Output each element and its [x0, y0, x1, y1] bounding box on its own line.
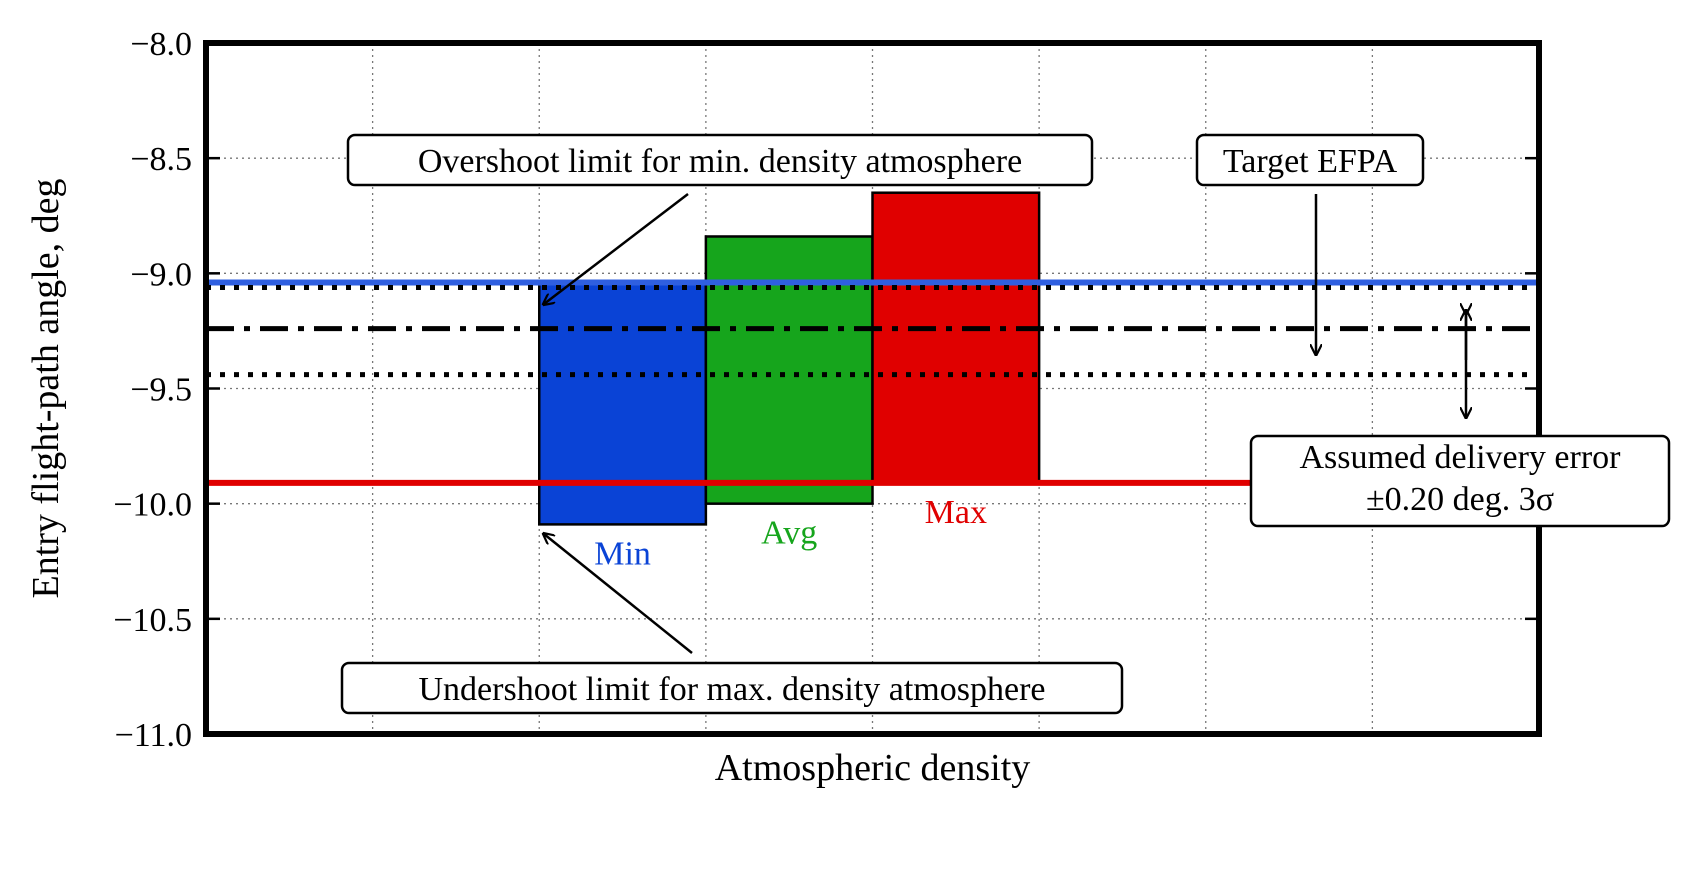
y-tick-label: −9.5: [130, 372, 192, 409]
bar-label-max: Max: [925, 494, 987, 531]
annotation-target: Target EFPA: [1195, 133, 1425, 187]
overshoot-annotation-text: Overshoot limit for min. density atmosph…: [418, 143, 1022, 180]
y-axis-label: Entry flight-path angle, deg: [25, 179, 67, 599]
annotation-overshoot: Overshoot limit for min. density atmosph…: [346, 133, 1094, 187]
undershoot-arrow: [544, 534, 693, 654]
x-axis-label: Atmospheric density: [715, 747, 1031, 789]
y-tick-label: −8.5: [130, 141, 192, 178]
target-annotation-text: Target EFPA: [1223, 143, 1398, 180]
annotation-arrows: [544, 193, 1466, 654]
y-ticks: −8.0 −8.5 −9.0 −9.5 −10.0 −10.5 −11.0: [113, 26, 1539, 754]
bar-min: [538, 281, 708, 526]
annotation-undershoot: Undershoot limit for max. density atmosp…: [340, 661, 1124, 715]
bar-label-min: Min: [594, 535, 651, 572]
y-tick-label: −9.0: [130, 256, 192, 293]
bar-avg: [704, 235, 874, 505]
undershoot-annotation-text: Undershoot limit for max. density atmosp…: [419, 671, 1046, 708]
bar-max: [871, 191, 1041, 485]
bars: [538, 191, 1041, 526]
overshoot-arrow: [544, 193, 689, 304]
delivery-annotation-line1: Assumed delivery error: [1299, 439, 1621, 476]
annotation-delivery: Assumed delivery error ±0.20 deg. 3σ: [1249, 434, 1671, 528]
y-tick-label: −10.5: [113, 602, 192, 639]
bar-label-avg: Avg: [761, 515, 817, 552]
y-tick-label: −10.0: [113, 487, 192, 524]
y-tick-label: −11.0: [115, 717, 192, 754]
bar-labels: Min Avg Max: [594, 494, 987, 572]
y-tick-label: −8.0: [130, 26, 192, 63]
delivery-annotation-line2: ±0.20 deg. 3σ: [1366, 481, 1554, 518]
